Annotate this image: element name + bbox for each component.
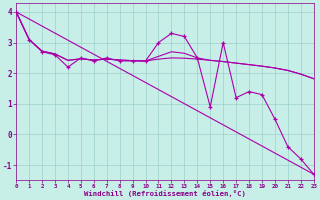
X-axis label: Windchill (Refroidissement éolien,°C): Windchill (Refroidissement éolien,°C)	[84, 190, 246, 197]
